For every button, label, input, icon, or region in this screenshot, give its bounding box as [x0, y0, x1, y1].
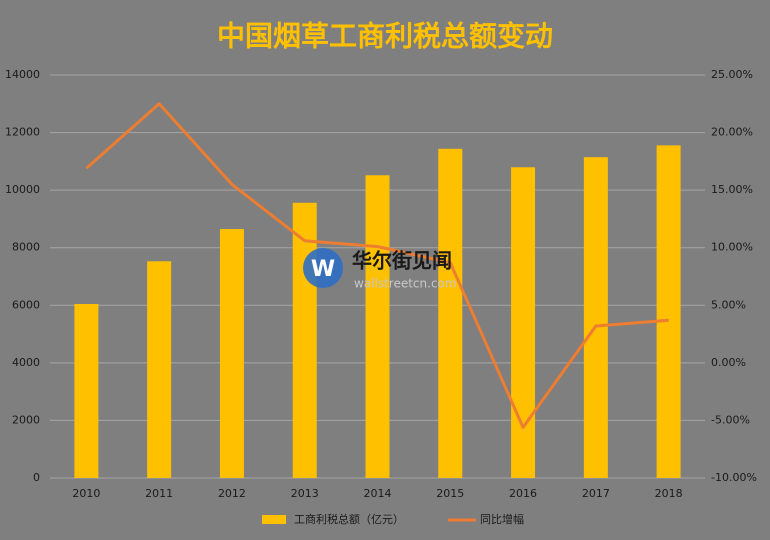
y-tick-label: 10000: [5, 183, 40, 196]
y2-tick-label: 0.00%: [711, 356, 746, 369]
bar: [438, 148, 463, 478]
y-tick-label: 8000: [12, 241, 40, 254]
bar: [656, 145, 681, 478]
x-tick-label: 2010: [72, 487, 100, 500]
bar: [583, 157, 608, 478]
y-tick-label: 14000: [5, 68, 40, 81]
y-tick-label: 2000: [12, 413, 40, 426]
bar: [147, 261, 172, 478]
y2-tick-label: -5.00%: [711, 413, 750, 426]
watermark-url: wallstreetcn.com: [354, 277, 457, 291]
watermark-logo: [303, 248, 343, 288]
y2-tick-label: -10.00%: [711, 471, 757, 484]
watermark-logo-letter: W: [311, 257, 335, 282]
y-tick-label: 4000: [12, 356, 40, 369]
x-tick-label: 2017: [582, 487, 610, 500]
chart-title: 中国烟草工商利税总额变动: [217, 20, 553, 53]
y2-tick-label: 15.00%: [711, 183, 753, 196]
y2-tick-label: 5.00%: [711, 298, 746, 311]
bar: [511, 167, 536, 478]
bar: [219, 229, 244, 478]
x-tick-label: 2013: [291, 487, 319, 500]
y-tick-label: 6000: [12, 298, 40, 311]
bar: [74, 303, 99, 478]
watermark-title: 华尔街见闻: [352, 249, 452, 273]
legend-swatch: [262, 515, 286, 524]
y-tick-label: 0: [33, 471, 40, 484]
y2-tick-label: 10.00%: [711, 241, 753, 254]
line: [85, 102, 669, 429]
x-tick-label: 2015: [436, 487, 464, 500]
y-tick-label: 12000: [5, 126, 40, 139]
legend-label: 同比增幅: [480, 512, 524, 526]
x-tick-label: 2018: [655, 487, 683, 500]
x-tick-label: 2016: [509, 487, 537, 500]
legend-label: 工商利税总额（亿元）: [294, 512, 404, 526]
bar: [292, 202, 317, 478]
y2-tick-label: 25.00%: [711, 68, 753, 81]
x-tick-label: 2014: [364, 487, 392, 500]
x-tick-label: 2011: [145, 487, 173, 500]
y2-tick-label: 20.00%: [711, 126, 753, 139]
x-tick-label: 2012: [218, 487, 246, 500]
bar: [365, 175, 390, 479]
